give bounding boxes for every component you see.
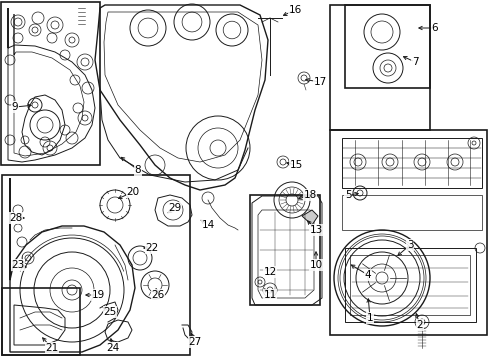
Text: 17: 17 [313, 77, 326, 87]
Text: 8: 8 [134, 165, 141, 175]
Text: 11: 11 [263, 290, 276, 300]
Bar [345, 5, 429, 88]
Text: 29: 29 [168, 203, 181, 213]
Text: 27: 27 [188, 337, 201, 347]
Text: 24: 24 [106, 343, 120, 353]
Text: 19: 19 [91, 290, 104, 300]
Text: 21: 21 [45, 343, 59, 353]
Text: 25: 25 [103, 307, 116, 317]
Bar [2, 175, 190, 355]
Text: 16: 16 [288, 5, 301, 15]
Text: 18: 18 [303, 190, 316, 200]
Text: 6: 6 [431, 23, 437, 33]
Bar [329, 5, 429, 130]
Text: 9: 9 [12, 102, 18, 112]
Text: 26: 26 [151, 290, 164, 300]
Text: 28: 28 [9, 213, 22, 223]
Text: 20: 20 [126, 187, 139, 197]
Polygon shape [302, 210, 317, 225]
Bar [329, 130, 486, 335]
Text: 5: 5 [344, 190, 350, 200]
Text: 10: 10 [309, 260, 322, 270]
Bar [1, 2, 100, 165]
Text: 15: 15 [289, 160, 302, 170]
Bar [2, 288, 80, 355]
Text: 22: 22 [145, 243, 158, 253]
Text: 1: 1 [366, 313, 372, 323]
Text: 3: 3 [406, 240, 412, 250]
Text: 13: 13 [309, 225, 322, 235]
Text: 7: 7 [411, 57, 417, 67]
Text: 2: 2 [416, 320, 423, 330]
Text: 23: 23 [11, 260, 24, 270]
Text: 14: 14 [201, 220, 214, 230]
Text: 12: 12 [263, 267, 276, 277]
Bar [249, 195, 319, 305]
Text: 4: 4 [364, 270, 370, 280]
